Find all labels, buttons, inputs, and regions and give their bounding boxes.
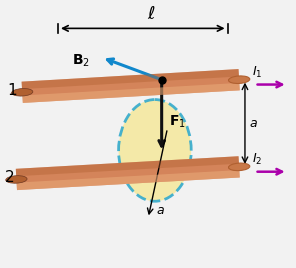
Text: $\mathbf{B}_2$: $\mathbf{B}_2$ [72,52,90,69]
Ellipse shape [119,99,191,201]
Ellipse shape [6,176,27,183]
Text: $I_1$: $I_1$ [252,64,262,80]
Polygon shape [22,83,240,103]
Text: 1: 1 [8,83,17,98]
Polygon shape [16,156,240,190]
Text: $a$: $a$ [156,204,165,217]
Text: $\mathbf{F}_1$: $\mathbf{F}_1$ [169,113,186,129]
Text: 2: 2 [5,170,15,185]
Polygon shape [22,69,240,103]
Ellipse shape [12,88,33,96]
Text: ℓ: ℓ [147,5,154,23]
Polygon shape [16,156,239,176]
Text: $I_2$: $I_2$ [252,152,262,167]
Text: $a$: $a$ [249,117,258,130]
Polygon shape [17,170,240,190]
Polygon shape [22,69,239,89]
Ellipse shape [229,76,250,83]
Ellipse shape [229,163,250,171]
